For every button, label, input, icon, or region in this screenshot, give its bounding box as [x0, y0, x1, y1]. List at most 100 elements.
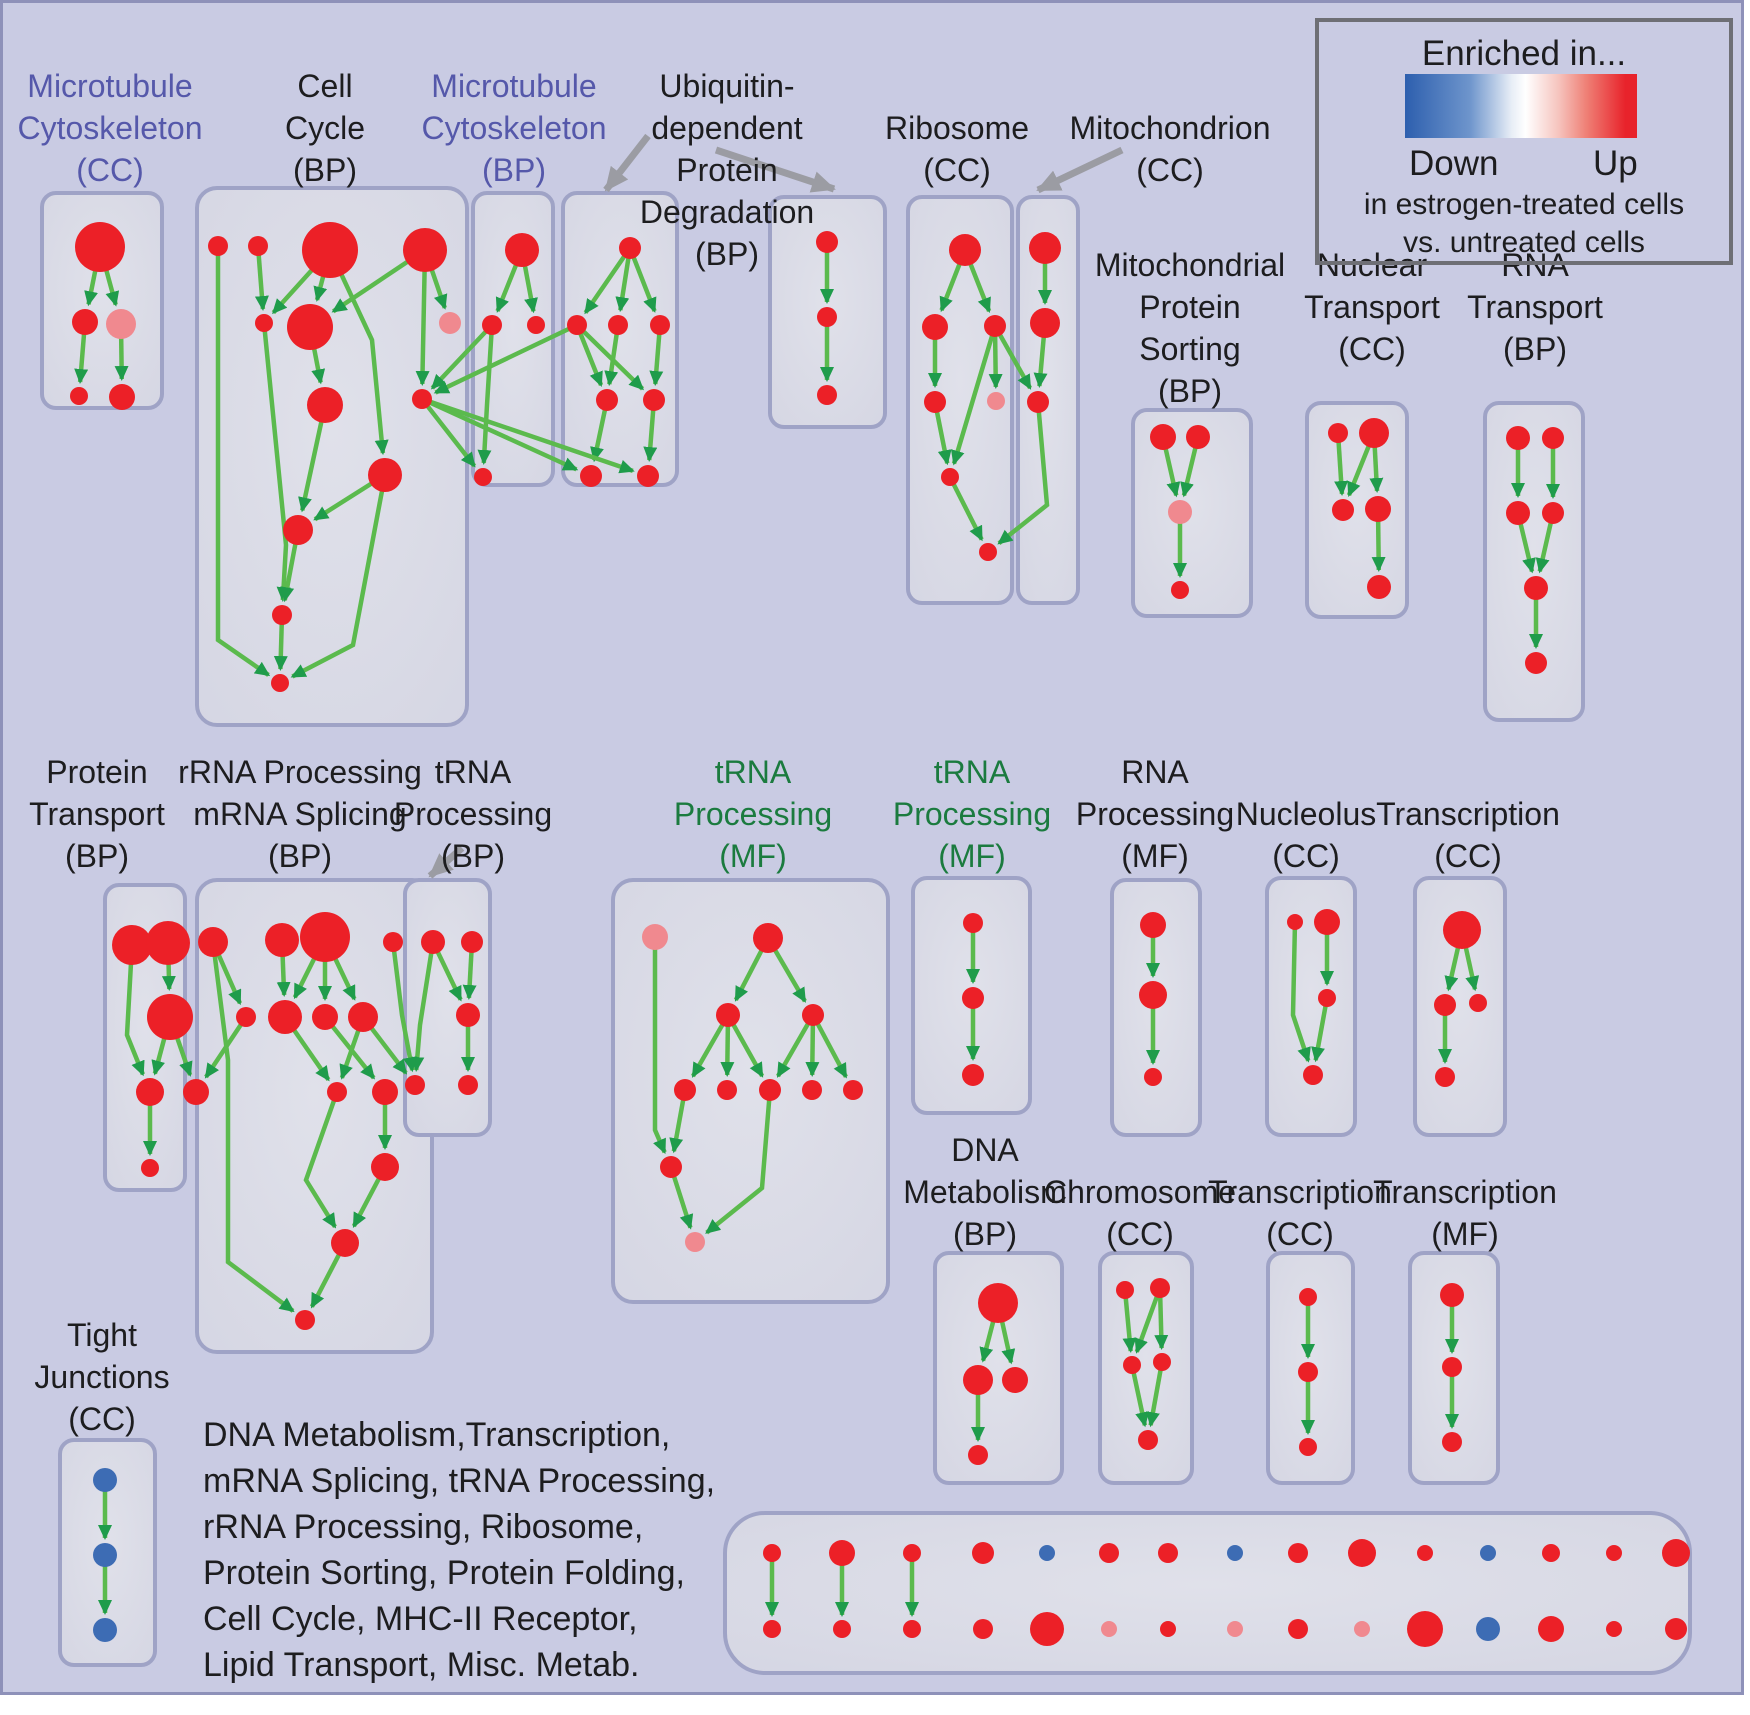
cluster-label-chromosome-cc-line-2: (CC) [1106, 1216, 1174, 1252]
node-rrna-mrna-bp-q6 [268, 1000, 302, 1034]
edge-nuclear-transport-cc-a-c [1334, 432, 1349, 497]
cluster-label-tight-junctions-cc-line-3: (CC) [68, 1401, 136, 1437]
node-cell-cycle-bp-l [272, 605, 292, 625]
edge-ribosome-cc-c-f [951, 325, 998, 466]
node-mt-bp-b [482, 315, 502, 335]
node-trna-mf-1-g6 [717, 1080, 737, 1100]
cluster-label-trna-mf-2: tRNA Processing (MF) [893, 751, 1051, 877]
cluster-label-cell-cycle-bp-line-2: Cycle [284, 110, 366, 146]
node-nuclear-transport-cc-b [1359, 418, 1389, 448]
cluster-label-nucleolus-cc-line-2: (CC) [1272, 838, 1340, 874]
node-mixed-strip-s4t [972, 1542, 994, 1564]
cross-edge-3 [421, 396, 635, 474]
cluster-label-rna-processing-mf-line-3: (MF) [1121, 838, 1189, 874]
cluster-label-transcription-cc-2-line-1: Transcription [1208, 1174, 1392, 1210]
cluster-label-rrna-mrna-bp-line-2: mRNA Splicing [193, 796, 407, 832]
node-protein-transport-bp-c [147, 994, 193, 1040]
node-trna-mf-1-g10 [660, 1156, 682, 1178]
node-dna-metabolism-bp-d [968, 1445, 988, 1465]
node-mixed-strip-s15t [1662, 1539, 1690, 1567]
edge-trna-mf-1-g7-g11 [705, 1089, 773, 1235]
node-trna-mf-1-g5 [674, 1079, 696, 1101]
cluster-label-nuclear-transport-cc-line-2: Transport [1304, 289, 1440, 325]
cross-edge-7 [997, 401, 1050, 546]
node-mixed-strip-s12t [1480, 1545, 1496, 1561]
cross-edge-1 [420, 397, 477, 468]
node-rna-processing-mf-a [1140, 912, 1166, 938]
cluster-label-protein-transport-bp-line-3: (BP) [65, 838, 129, 874]
edge-nucleolus-cc-a-d [1290, 921, 1311, 1063]
node-nuclear-transport-cc-e [1367, 575, 1391, 599]
legend-subtitle-line2: vs. untreated cells [1403, 226, 1645, 259]
node-transcription-cc-1-c [1469, 994, 1487, 1012]
node-transcription-cc-1-d [1435, 1067, 1455, 1087]
node-trna-bp-a [421, 930, 445, 954]
node-mixed-strip-s2b [833, 1620, 851, 1638]
node-transcription-mf-a [1440, 1283, 1464, 1307]
cluster-label-tight-junctions-cc: Tight Junctions (CC) [34, 1314, 169, 1440]
caption-line-1: DNA Metabolism,Transcription, [203, 1416, 671, 1454]
node-trna-mf-1-g9 [843, 1080, 863, 1100]
node-cell-cycle-bp-d [403, 228, 447, 272]
cluster-label-mt-cc-line-1: Microtubule [27, 68, 193, 104]
node-dna-metabolism-bp-a [978, 1283, 1018, 1323]
cluster-label-transcription-cc-1-line-1: Transcription [1376, 796, 1560, 832]
edge-cell-cycle-bp-j-m [290, 474, 388, 679]
cluster-label-rna-processing-mf: RNA Processing (MF) [1076, 751, 1234, 877]
node-rrna-mrna-bp-q12 [331, 1229, 359, 1257]
node-rrna-mrna-bp-q13 [295, 1310, 315, 1330]
cluster-label-mt-cc-line-3: (CC) [76, 152, 144, 188]
node-trna-mf-1-g2 [753, 923, 783, 953]
node-ribosome-cc-g [979, 543, 997, 561]
node-rna-transport-bp-d [1542, 502, 1564, 524]
node-ubiq-bp-v2 [643, 389, 665, 411]
node-cell-cycle-bp-f [287, 304, 333, 350]
node-cell-cycle-bp-c [302, 222, 358, 278]
cluster-label-rna-transport-bp-line-1: RNA [1501, 247, 1569, 283]
node-transcription-cc-1-a [1443, 911, 1481, 949]
cluster-label-chromosome-cc: Chromosome (CC) [1044, 1171, 1236, 1255]
cluster-label-tight-junctions-cc-line-2: Junctions [34, 1359, 170, 1395]
node-mt-cc-c [106, 309, 136, 339]
legend-box: Enriched in... Down Up in estrogen-treat… [1315, 18, 1733, 265]
cluster-label-trna-bp-line-2: Processing [393, 796, 553, 832]
cluster-label-transcription-cc-2-line-2: (CC) [1266, 1216, 1334, 1252]
cluster-label-trna-mf-1: tRNA Processing (MF) [674, 751, 832, 877]
node-rna-transport-bp-e [1524, 576, 1548, 600]
node-mixed-strip-s6b [1101, 1621, 1117, 1637]
edge-rrna-mrna-bp-q7-q10 [323, 1015, 376, 1080]
node-rna-transport-bp-f [1525, 652, 1547, 674]
node-mixed-strip-s15b [1665, 1618, 1687, 1640]
node-dna-metabolism-bp-c [1002, 1367, 1028, 1393]
node-trna-mf-2-b [962, 987, 984, 1009]
node-nuclear-transport-cc-d [1365, 496, 1391, 522]
cluster-label-mito-cc: Mitochondrion (CC) [1070, 107, 1271, 191]
cluster-label-mt-cc: Microtubule Cytoskeleton (CC) [18, 65, 203, 191]
cluster-label-transcription-mf-line-2: (MF) [1431, 1216, 1499, 1252]
node-cell-cycle-bp-m [271, 674, 289, 692]
node-transcription-cc-1-b [1434, 994, 1456, 1016]
node-mt-bp-c [527, 316, 545, 334]
cluster-label-trna-bp-line-3: (BP) [440, 838, 505, 874]
cluster-label-rna-transport-bp-line-2: Transport [1467, 289, 1603, 325]
cluster-label-cell-cycle-bp-line-1: Cell [297, 68, 353, 104]
node-mps-bp-a [1150, 424, 1176, 450]
node-mixed-strip-s9b [1288, 1619, 1308, 1639]
node-rrna-mrna-bp-q7 [312, 1004, 338, 1030]
edge-trna-mf-1-g4-g9 [811, 1013, 848, 1079]
node-trna-bp-b [461, 931, 483, 953]
node-mixed-strip-s1t [763, 1544, 781, 1562]
node-mixed-strip-s12b [1476, 1617, 1500, 1641]
node-protein-transport-bp-d [136, 1078, 164, 1106]
cluster-label-transcription-cc-2: Transcription (CC) [1208, 1171, 1392, 1255]
node-nucleolus-cc-b [1314, 909, 1340, 935]
node-ubiq-bp-u3 [650, 315, 670, 335]
node-dna-metabolism-bp-b [963, 1365, 993, 1395]
cluster-label-rna-transport-bp-line-3: (BP) [1503, 331, 1567, 367]
node-rrna-mrna-bp-q5 [236, 1007, 256, 1027]
cluster-label-rrna-mrna-bp-line-3: (BP) [267, 838, 332, 874]
edge-nucleolus-cc-c-d [1311, 997, 1330, 1063]
cluster-box-nucleolus-cc [1265, 876, 1357, 1137]
node-mixed-strip-s10t [1348, 1539, 1376, 1567]
node-trna-mf-2-a [963, 913, 983, 933]
